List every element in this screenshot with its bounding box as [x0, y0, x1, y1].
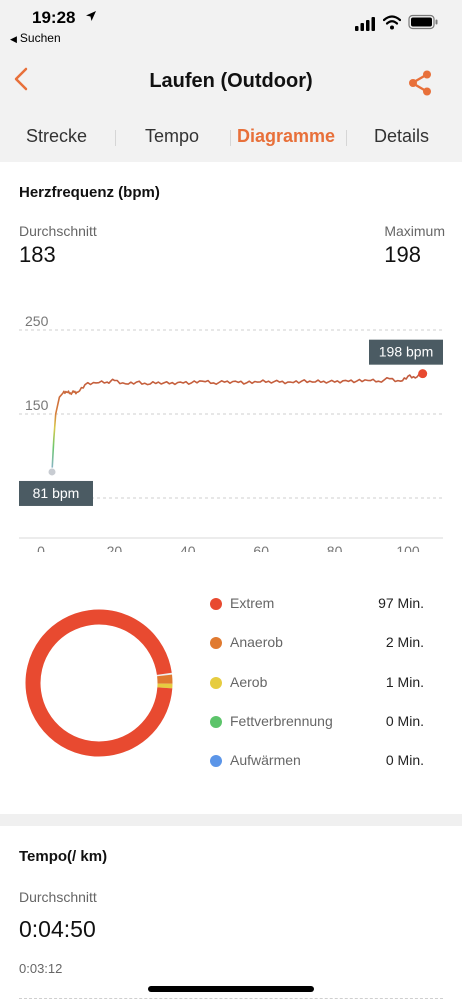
zone-legend-extrem: Extrem 97 Min. — [210, 594, 440, 614]
y-tick-label: 250 — [25, 313, 49, 329]
page-title: Laufen (Outdoor) — [149, 70, 313, 92]
tab-divider — [346, 130, 347, 146]
zone-label: Aerob — [230, 674, 268, 690]
zone-value: 0 Min. — [385, 752, 424, 768]
tempo-avg-value: 0:04:50 — [19, 916, 96, 942]
zone-value: 0 Min. — [385, 713, 424, 729]
heart-rate-chart[interactable]: 25015050020406080100Zeit (Min.) 81 bpm19… — [0, 302, 462, 552]
tempo-gridline — [19, 998, 443, 999]
zone-donut-chart — [25, 609, 173, 757]
zone-value: 1 Min. — [385, 674, 424, 690]
zone-legend-aerob: Aerob 1 Min. — [210, 673, 440, 693]
tab-divider — [230, 130, 231, 146]
share-icon[interactable] — [405, 68, 435, 98]
max-point — [418, 369, 428, 379]
x-tick-label: 40 — [180, 543, 196, 552]
x-tick-label: 0 — [37, 543, 45, 552]
section-divider — [0, 814, 462, 826]
zone-legend-fettverbrennung: Fettverbrennung 0 Min. — [210, 712, 440, 732]
zone-label: Extrem — [230, 595, 275, 611]
zone-legend-aufwaermen: Aufwärmen 0 Min. — [210, 751, 440, 771]
tempo-title: Tempo(/ km) — [19, 848, 108, 865]
donut-slice-aerob — [25, 609, 173, 757]
zone-color-dot — [210, 677, 222, 689]
zone-legend-anaerob: Anaerob 2 Min. — [210, 633, 440, 653]
home-indicator — [148, 986, 314, 992]
heart-rate-line — [51, 373, 424, 473]
back-chevron-icon[interactable] — [10, 64, 32, 94]
tempo-card: Tempo(/ km) Durchschnitt 0:04:50 0:03:12 — [0, 826, 462, 1000]
zone-label: Aufwärmen — [230, 752, 301, 768]
zone-color-dot — [210, 755, 222, 767]
donut-slice-anaerob — [25, 609, 173, 757]
heart-rate-title: Herzfrequenz (bpm) — [19, 184, 160, 201]
battery-icon — [408, 14, 438, 30]
tab-diagramme[interactable]: Diagramme — [237, 126, 336, 146]
x-tick-label: 80 — [327, 543, 343, 552]
min-point — [47, 467, 57, 477]
back-app-label: Suchen — [19, 31, 61, 45]
status-time: 19:28 — [32, 8, 76, 27]
nav-header: Laufen (Outdoor) — [0, 50, 462, 110]
tempo-axis-top-label: 0:03:12 — [19, 961, 63, 976]
min-marker-label: 81 bpm — [33, 485, 80, 501]
min-marker-box — [19, 480, 93, 506]
zone-color-dot — [210, 716, 222, 728]
tab-tempo[interactable]: Tempo — [145, 126, 200, 146]
max-marker-label: 198 bpm — [379, 344, 433, 360]
avg-label: Durchschnitt — [19, 223, 97, 239]
y-tick-label: 150 — [25, 397, 49, 413]
zone-label: Fettverbrennung — [230, 713, 333, 729]
donut-slice-extrem — [25, 609, 173, 757]
cellular-signal-icon — [355, 17, 375, 31]
zone-value: 2 Min. — [385, 634, 424, 650]
back-triangle-icon: ◀ — [10, 34, 17, 44]
back-to-app-link[interactable]: ◀ Suchen — [10, 31, 61, 45]
tab-strecke[interactable]: Strecke — [26, 126, 88, 146]
heart-rate-card: Herzfrequenz (bpm) Durchschnitt 183 Maxi… — [0, 162, 462, 814]
tab-bar: Strecke Tempo Diagramme Details — [0, 110, 462, 162]
zone-color-dot — [210, 598, 222, 610]
avg-value: 183 — [19, 242, 56, 267]
location-arrow-icon — [86, 11, 96, 21]
tab-divider — [115, 130, 116, 146]
zone-value: 97 Min. — [378, 595, 424, 611]
x-tick-label: 100 — [396, 543, 420, 552]
tempo-avg-label: Durchschnitt — [19, 889, 97, 905]
zone-label: Anaerob — [230, 634, 283, 650]
status-bar: 19:28 ◀ Suchen — [0, 0, 462, 50]
x-tick-label: 60 — [253, 543, 269, 552]
wifi-icon — [383, 15, 401, 30]
x-tick-label: 20 — [107, 543, 123, 552]
zone-color-dot — [210, 637, 222, 649]
tab-details[interactable]: Details — [374, 126, 430, 146]
max-marker-box — [369, 339, 443, 365]
max-label: Maximum — [384, 223, 445, 239]
max-value: 198 — [384, 242, 421, 267]
